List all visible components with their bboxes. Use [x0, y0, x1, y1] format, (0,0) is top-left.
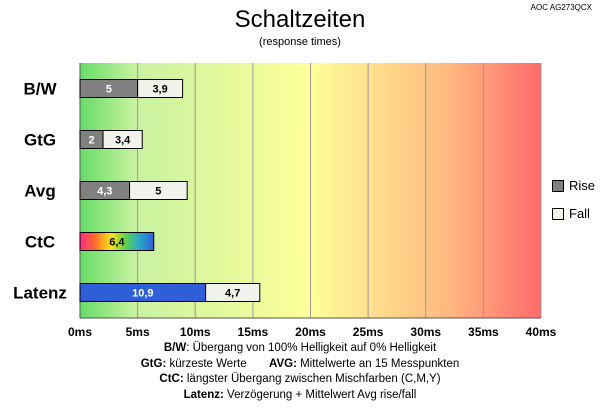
note-ctc-term: CtC: [159, 373, 184, 385]
x-tick-label: 15ms [238, 325, 269, 339]
bar-fall [137, 79, 184, 98]
note-ctc-text: längster Übergang zwischen Mischfarben (… [183, 373, 441, 385]
note-avg-term: AVG: [269, 357, 297, 370]
x-tick-label: 40ms [526, 325, 557, 339]
note-latenz: Latenz: Verzögerung + Mittelwert Avg ris… [0, 388, 600, 404]
x-tick-label: 5ms [126, 325, 150, 339]
category-label: CtC [25, 233, 55, 252]
chart-subtitle: (response times) [259, 36, 341, 48]
legend-fall-label: Fall [569, 206, 590, 221]
chart-title: Schaltzeiten [234, 6, 366, 33]
bar-fall [102, 130, 143, 149]
category-label: Latenz [13, 284, 67, 303]
bar-rise [79, 232, 155, 251]
bar-fall [129, 181, 188, 200]
legend-rise-label: Rise [569, 178, 596, 193]
x-tick-labels: 0ms 5ms 10ms 15ms 20ms 25ms 30ms 35ms 40ms [68, 325, 557, 339]
response-time-chart: 5 3,9 2 3,4 4,3 5 6,4 10,9 4,7 B/W GtG Avg CtC Laten… [13, 63, 557, 339]
bar-rise-label: 5 [106, 84, 112, 96]
x-tick-label: 30ms [410, 325, 441, 339]
bar-rise-label: 6,4 [109, 237, 125, 249]
x-tick-label: 20ms [295, 325, 326, 339]
note-gtg-text: kürzeste Werte [166, 357, 247, 370]
bar-fall-label: 4,7 [225, 288, 240, 300]
bar-rise-label: 10,9 [132, 288, 153, 300]
note-gtg-avg: GtG: kürzeste Werte AVG: Mittelwerte an … [0, 357, 600, 373]
bar-fall-label: 3,4 [115, 135, 131, 147]
category-labels: B/W GtG Avg CtC Latenz [13, 80, 67, 303]
bar-rise-label: 4,3 [97, 186, 112, 198]
chart-notes: B/W: Übergang von 100% Helligkeit auf 0%… [0, 341, 600, 403]
legend-fall: Fall [552, 206, 590, 221]
note-ctc: CtC: längster Übergang zwischen Mischfar… [0, 372, 600, 388]
note-gtg-term: GtG: [140, 357, 167, 370]
bar-fall-label: 5 [155, 186, 161, 198]
x-tick-label: 35ms [468, 325, 499, 339]
category-label: Avg [24, 182, 56, 201]
legend-rise-swatch [552, 179, 564, 192]
category-label: B/W [23, 80, 57, 99]
note-latenz-term: Latenz: [183, 388, 224, 401]
monitor-model: AOC AG273QCX [530, 3, 592, 12]
note-bw-term: B/W [163, 342, 187, 354]
bar-rise-label: 2 [88, 135, 94, 147]
x-tick-label: 0ms [68, 325, 92, 339]
bar-fall [205, 283, 261, 302]
category-label: GtG [24, 131, 56, 150]
bar-fall-label: 3,9 [152, 84, 167, 96]
note-bw: B/W: Übergang von 100% Helligkeit auf 0%… [0, 341, 600, 357]
legend-rise: Rise [552, 178, 595, 193]
legend-fall-swatch [552, 207, 564, 220]
bars: 5 3,9 2 3,4 4,3 5 6,4 10,9 4,7 [79, 79, 261, 302]
x-tick-label: 25ms [353, 325, 384, 339]
note-latenz-text: Verzögerung + Mittelwert Avg rise/fall [223, 388, 417, 401]
note-bw-text: : Übergang von 100% Helligkeit auf 0% He… [186, 342, 437, 354]
note-avg-text: Mittelwerte an 15 Messpunkten [296, 357, 460, 370]
x-tick-label: 10ms [180, 325, 211, 339]
